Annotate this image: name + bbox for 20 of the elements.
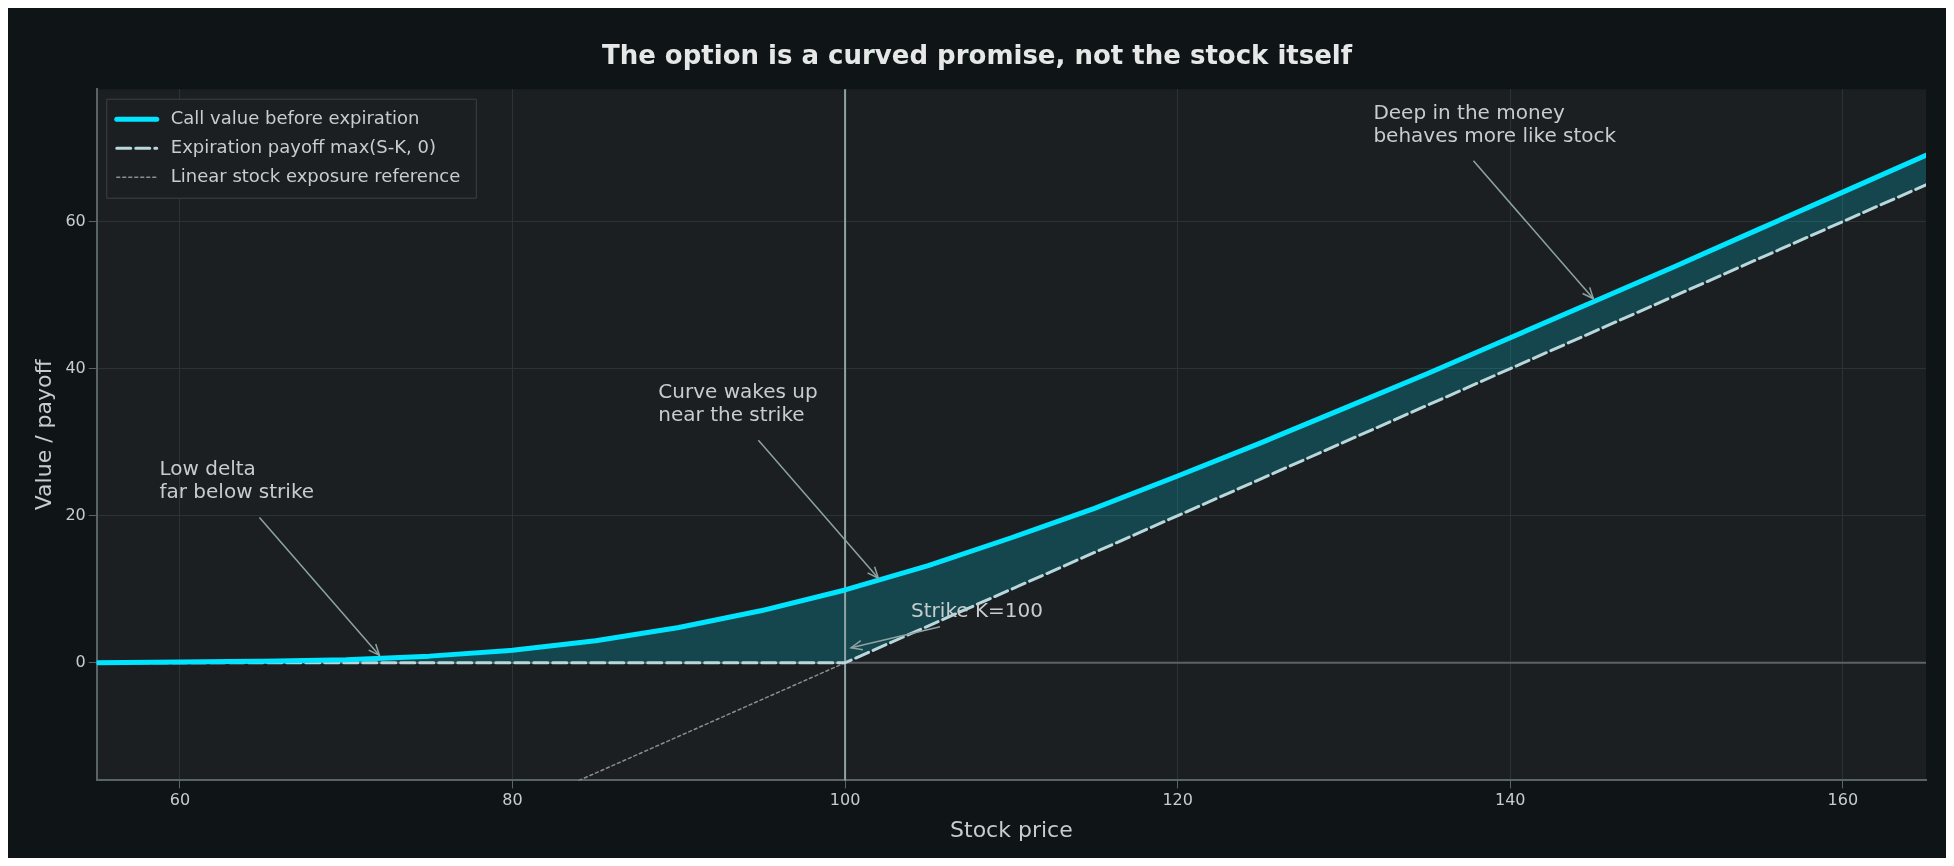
x-tick-label: 100 xyxy=(829,790,861,810)
annotation: Deep in the money behaves more like stock xyxy=(1373,99,1617,147)
y-tick-label: 20 xyxy=(65,504,86,524)
x-tick-label: 140 xyxy=(1494,790,1526,810)
y-tick-label: 60 xyxy=(65,210,86,230)
y-axis-title: Value / payoff xyxy=(30,358,56,511)
x-tick-label: 160 xyxy=(1827,790,1859,810)
ref-line-label: Strike K=100 xyxy=(911,597,1043,622)
y-tick-label: 0 xyxy=(75,651,86,671)
legend-label: Expiration payoff max(S-K, 0) xyxy=(170,135,436,157)
annotation: Low delta far below strike xyxy=(159,456,315,504)
legend-label: Linear stock exposure reference xyxy=(170,164,461,186)
annotation: Curve wakes up near the strike xyxy=(658,379,818,427)
x-tick-label: 120 xyxy=(1162,790,1193,810)
x-axis-title: Stock price xyxy=(950,816,1073,842)
x-tick-label: 80 xyxy=(502,790,523,810)
chart-title: The option is a curved promise, not the stock itself xyxy=(601,40,1353,71)
x-tick-label: 60 xyxy=(169,790,191,810)
y-tick-label: 40 xyxy=(65,357,86,377)
legend-label: Call value before expiration xyxy=(170,106,420,128)
